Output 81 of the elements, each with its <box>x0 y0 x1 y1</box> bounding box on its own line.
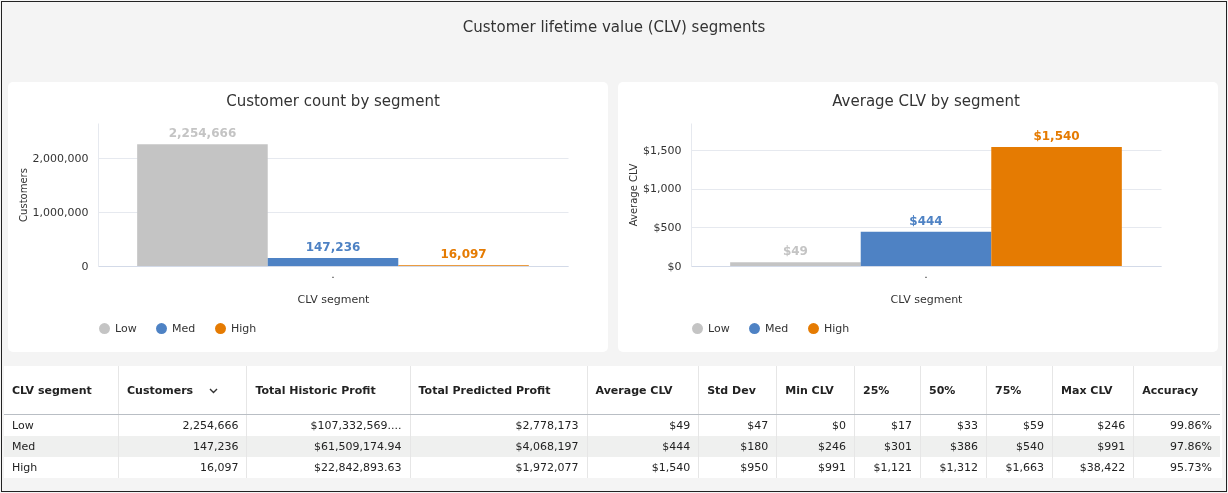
text: $1,972,077 <box>515 461 579 474</box>
text: $301 <box>884 440 913 453</box>
text: $1,663 <box>1005 461 1045 474</box>
category-label: Std Dev <box>698 366 777 415</box>
category-label: Max CLV <box>1052 366 1134 415</box>
category-label: Accuracy <box>1133 366 1220 415</box>
data-label: $444 <box>909 213 943 228</box>
text: 95.73% <box>1170 461 1212 474</box>
text: $246 <box>1097 419 1126 432</box>
y-tick-label: 2,000,000 <box>32 151 89 165</box>
text: $1,312 <box>939 461 979 474</box>
data-label: 2,254,666 <box>168 126 237 141</box>
text: $1,121 <box>873 461 913 474</box>
category-label: Min CLV <box>776 366 855 415</box>
category-label: 50% <box>920 366 987 415</box>
bar <box>730 262 861 266</box>
legend-label: Med <box>765 321 789 335</box>
bar <box>860 231 992 266</box>
text: $4,068,197 <box>515 440 579 453</box>
category-label: Total Historic Profit <box>246 366 411 415</box>
y-tick-label: $1,500 <box>643 143 682 157</box>
y-tick-label: 0 <box>81 259 89 273</box>
legend-label: High <box>231 321 257 335</box>
text: $107,332,569.... <box>310 419 402 432</box>
text: $17 <box>891 419 913 432</box>
y-axis-title: Average CLV <box>628 163 640 227</box>
text: 16,097 <box>199 461 239 474</box>
y-tick-label: $0 <box>667 259 682 273</box>
text: $2,778,173 <box>515 419 579 432</box>
text: $61,509,174.94 <box>314 440 402 453</box>
text: Low <box>12 419 34 432</box>
text: $33 <box>957 419 979 432</box>
category-label: 75% <box>986 366 1053 415</box>
legend-label: Low <box>115 321 137 335</box>
text: $1,540 <box>651 461 691 474</box>
text: 97.86% <box>1170 440 1212 453</box>
text: $49 <box>669 419 691 432</box>
text: $38,422 <box>1079 461 1126 474</box>
x-axis-title: CLV segment <box>890 292 964 306</box>
x-tick-label: . <box>331 267 335 281</box>
text: 99.86% <box>1170 419 1212 432</box>
text: $0 <box>832 419 847 432</box>
y-tick-label: $1,000 <box>643 182 682 196</box>
data-label: 147,236 <box>305 240 361 255</box>
data-label: $1,540 <box>1033 128 1080 143</box>
category-label: Average CLV <box>587 366 699 415</box>
bar <box>991 146 1122 266</box>
text: $59 <box>1023 419 1045 432</box>
y-tick-label: $500 <box>653 220 682 234</box>
bar <box>267 258 399 266</box>
text: $540 <box>1016 440 1045 453</box>
bar <box>137 144 268 266</box>
text: $22,842,893.63 <box>314 461 402 474</box>
x-tick-label: . <box>924 267 928 281</box>
data-label: 16,097 <box>440 247 487 262</box>
text: 2,254,666 <box>182 419 239 432</box>
text: $386 <box>950 440 979 453</box>
text: $246 <box>818 440 847 453</box>
text: $991 <box>1097 440 1126 453</box>
legend-label: Med <box>172 321 196 335</box>
category-label: 25% <box>854 366 921 415</box>
y-tick-label: 1,000,000 <box>32 205 89 219</box>
text: Customer lifetime value (CLV) segments <box>461 18 767 36</box>
chart-title: Average CLV by segment <box>832 92 1020 110</box>
category-label: Customers <box>118 366 247 415</box>
chart-title: Customer count by segment <box>226 92 440 110</box>
text: $444 <box>662 440 691 453</box>
legend-label: High <box>824 321 850 335</box>
legend-label: Low <box>708 321 730 335</box>
y-axis-title: Customers <box>17 168 29 222</box>
x-axis-title: CLV segment <box>297 292 371 306</box>
category-label: CLV segment <box>4 366 119 415</box>
text: $950 <box>740 461 769 474</box>
text: Med <box>12 440 36 453</box>
text: $47 <box>747 419 769 432</box>
text: 147,236 <box>192 440 239 453</box>
text: $180 <box>740 440 769 453</box>
text: $991 <box>818 461 847 474</box>
data-label: $49 <box>782 244 808 259</box>
category-label: Total Predicted Profit <box>410 366 588 415</box>
text: High <box>12 461 38 474</box>
